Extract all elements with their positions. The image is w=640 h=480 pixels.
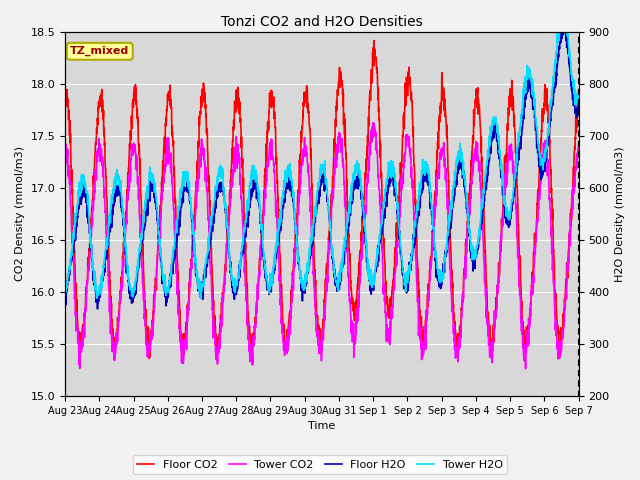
Legend: Floor CO2, Tower CO2, Floor H2O, Tower H2O: Floor CO2, Tower CO2, Floor H2O, Tower H… <box>133 456 507 474</box>
Floor CO2 <box>370 37 378 43</box>
Tower CO2 <box>204 215 212 220</box>
Line: Tower H2O: Tower H2O <box>65 8 579 299</box>
Tower CO2 <box>61 141 69 146</box>
Title: Tonzi CO2 and H2O Densities: Tonzi CO2 and H2O Densities <box>221 15 422 29</box>
Line: Tower CO2: Tower CO2 <box>65 123 579 369</box>
Floor CO2 <box>205 180 212 185</box>
Floor H2O <box>348 201 355 207</box>
Tower CO2 <box>530 280 538 286</box>
Floor H2O <box>205 255 212 261</box>
X-axis label: Time: Time <box>308 421 335 432</box>
Floor H2O <box>471 266 479 272</box>
Tower CO2 <box>337 141 344 146</box>
Tower H2O <box>93 296 100 301</box>
Tower H2O <box>337 268 344 274</box>
Floor H2O <box>337 273 344 278</box>
Tower H2O <box>529 94 537 99</box>
Y-axis label: H2O Density (mmol/m3): H2O Density (mmol/m3) <box>615 146 625 282</box>
Floor H2O <box>561 21 568 26</box>
Tower H2O <box>544 129 552 135</box>
Tower H2O <box>61 288 69 293</box>
Y-axis label: CO2 Density (mmol/m3): CO2 Density (mmol/m3) <box>15 146 25 281</box>
Floor CO2 <box>575 103 582 109</box>
Floor CO2 <box>145 356 153 361</box>
Line: Floor H2O: Floor H2O <box>65 24 579 309</box>
Tower CO2 <box>369 120 377 126</box>
Tower H2O <box>561 5 568 11</box>
Tower CO2 <box>522 366 529 372</box>
Floor CO2 <box>530 250 538 255</box>
Floor CO2 <box>544 106 552 112</box>
Line: Floor CO2: Floor CO2 <box>65 40 579 359</box>
Tower CO2 <box>471 151 479 156</box>
Tower H2O <box>348 181 355 187</box>
Floor H2O <box>61 296 69 301</box>
Floor H2O <box>575 105 582 110</box>
Floor H2O <box>544 143 552 149</box>
Floor CO2 <box>61 85 69 91</box>
Tower CO2 <box>544 168 552 174</box>
Floor CO2 <box>471 98 479 104</box>
Text: TZ_mixed: TZ_mixed <box>70 46 129 57</box>
Floor H2O <box>529 102 537 108</box>
Tower H2O <box>205 240 212 246</box>
Tower CO2 <box>575 141 582 146</box>
Tower H2O <box>575 96 582 102</box>
Floor H2O <box>93 306 101 312</box>
Floor CO2 <box>348 291 355 297</box>
Tower CO2 <box>348 321 355 326</box>
Tower H2O <box>471 247 479 253</box>
Floor CO2 <box>337 76 344 82</box>
